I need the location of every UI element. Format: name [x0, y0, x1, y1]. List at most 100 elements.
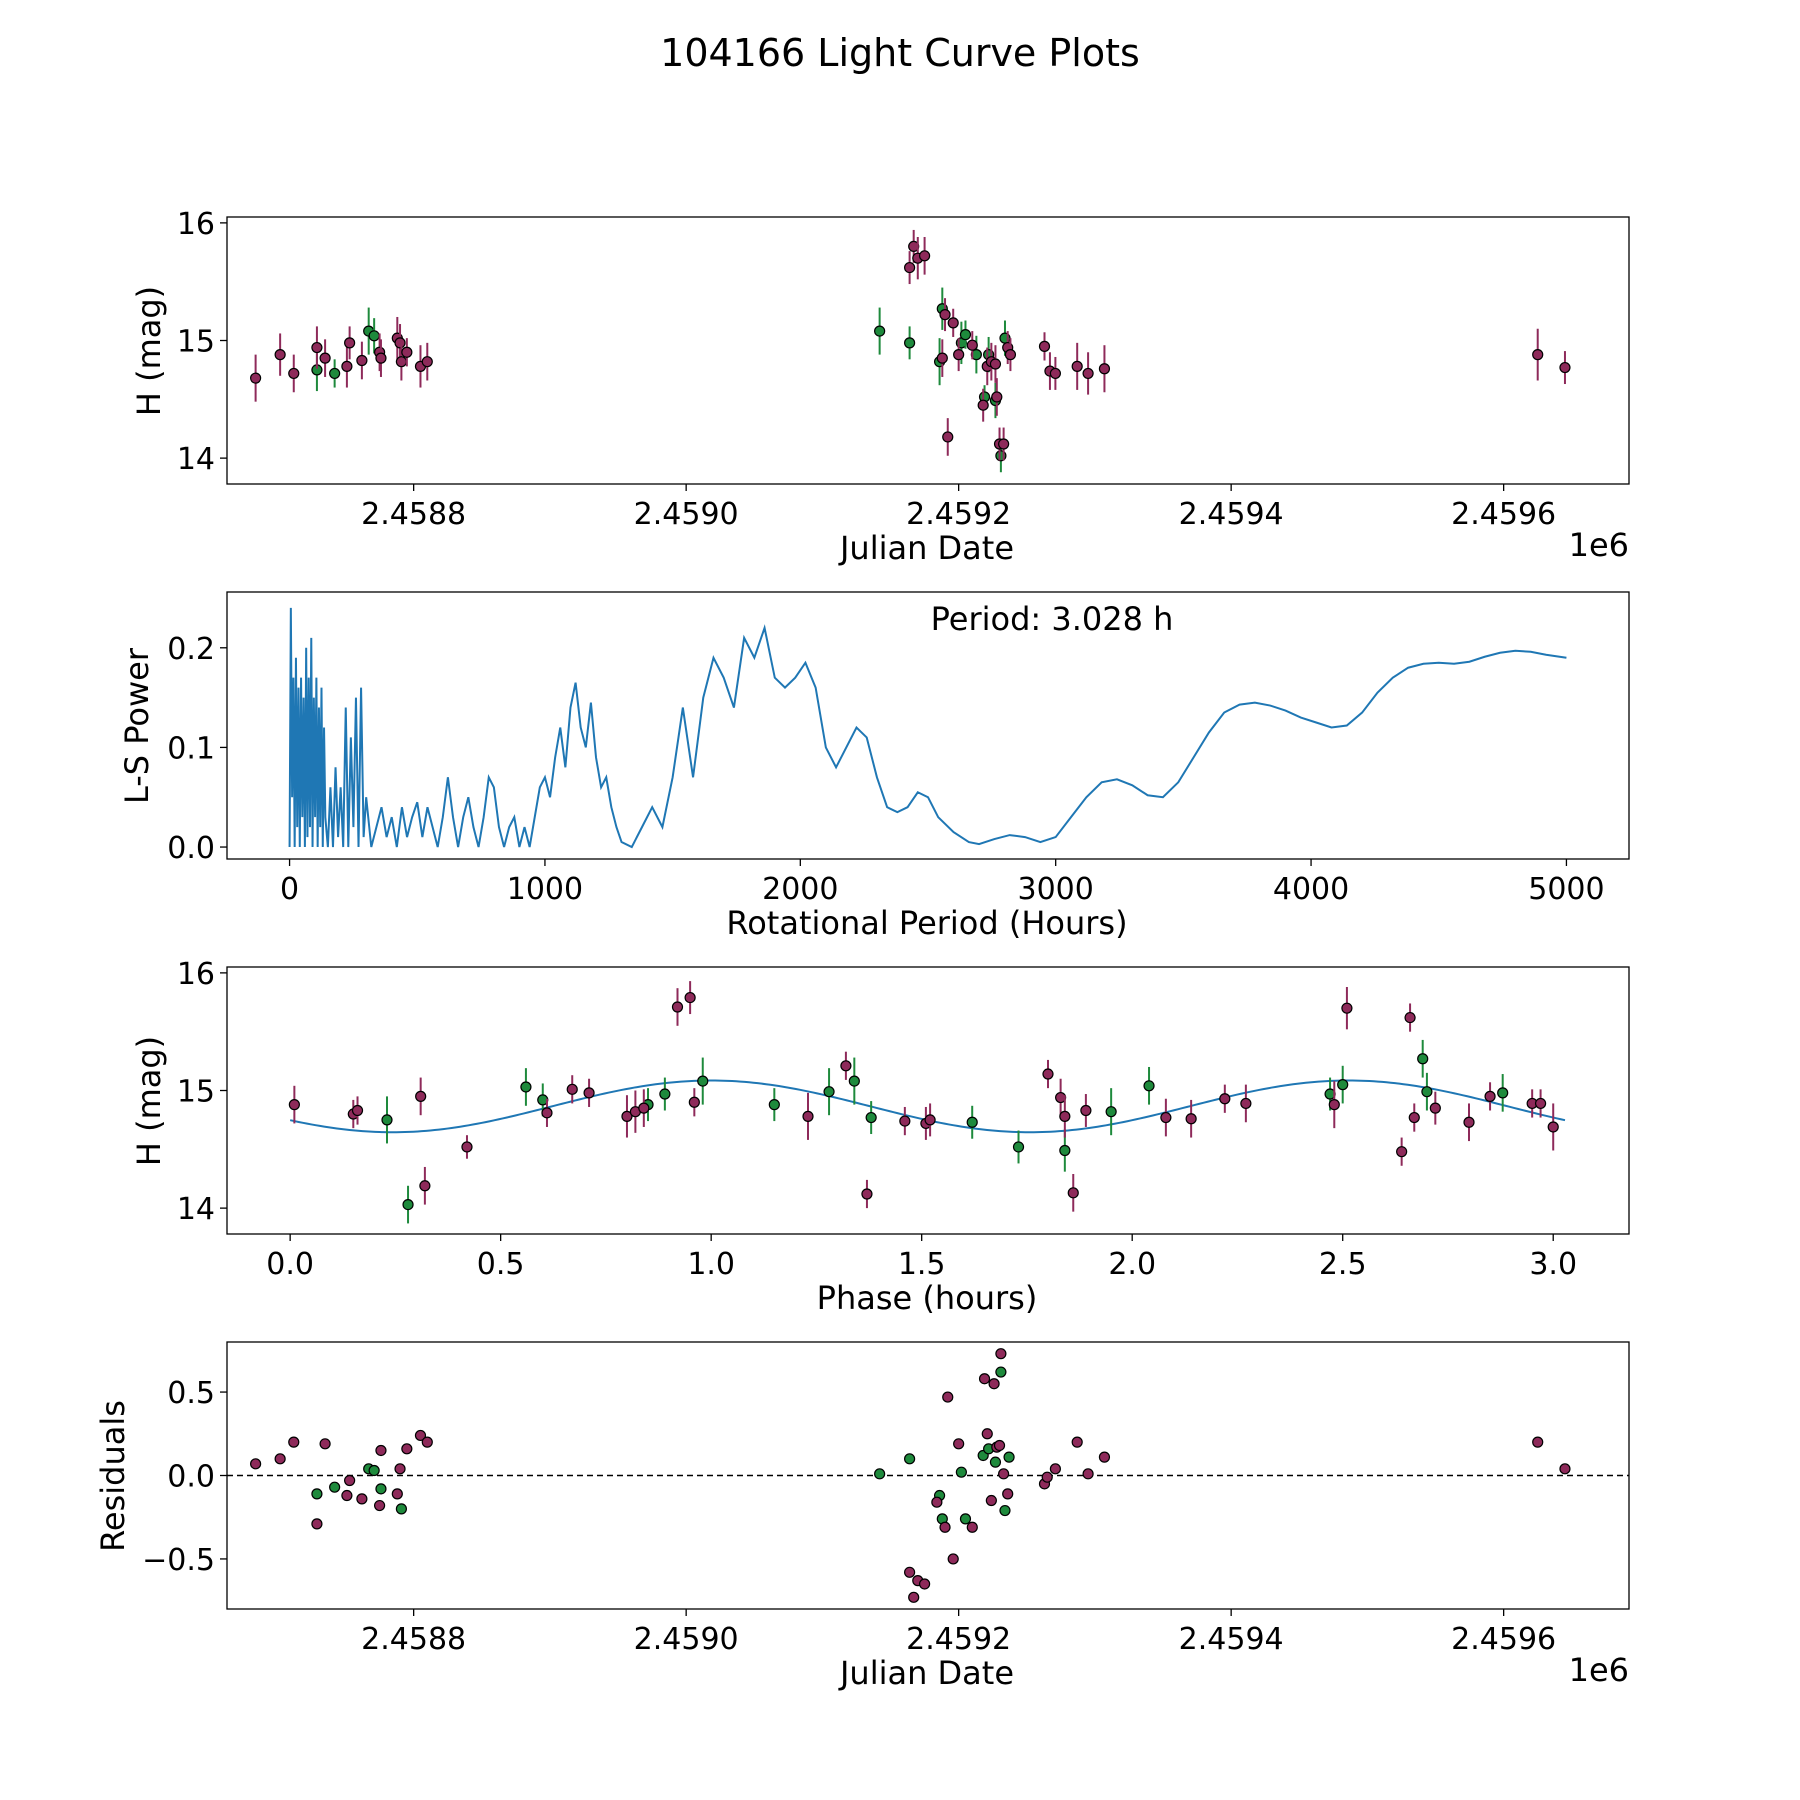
lightcurve-ytick-label: 14 — [177, 442, 215, 477]
phasefold-point-g — [966, 1116, 978, 1128]
phasefold-point-o — [1042, 1068, 1054, 1080]
residuals-point-o — [942, 1391, 954, 1403]
phasefold-point-o — [840, 1060, 852, 1072]
phasefold-point-o — [1067, 1187, 1079, 1199]
lightcurve-ytick-label: 16 — [177, 207, 215, 242]
lightcurve-xlabel: Julian Date — [838, 529, 1014, 567]
lightcurve-point-o — [936, 352, 948, 364]
phasefold-point-o — [1341, 1002, 1353, 1014]
periodogram-marks — [288, 607, 1567, 849]
phasefold-point-o — [1484, 1090, 1496, 1102]
lightcurve-point-o — [395, 356, 407, 368]
residuals-point-o — [391, 1488, 403, 1500]
residuals-point-o — [904, 1566, 916, 1578]
lightcurve-point-o — [394, 337, 406, 349]
phasefold-xtick-label: 0.0 — [266, 1247, 314, 1282]
phasefold-point-g — [768, 1099, 780, 1111]
phasefold-xtick-label: 2.0 — [1108, 1247, 1156, 1282]
phasefold-xtick-label: 0.5 — [477, 1247, 525, 1282]
lightcurve-panel: Julian Date H (mag) 1e6 2.4588 2.4590 2.45… — [130, 207, 1630, 567]
lightcurve-point-o — [998, 438, 1010, 450]
residuals-xlabel: Julian Date — [838, 1654, 1014, 1692]
lightcurve-point-g — [368, 330, 380, 342]
phasefold-point-o — [1240, 1097, 1252, 1110]
residuals-point-o — [966, 1521, 978, 1533]
residuals-panel: Julian Date Residuals 1e6 2.4588 2.4590 2.… — [94, 1341, 1630, 1692]
phasefold-xtick-label: 2.5 — [1319, 1247, 1367, 1282]
phasefold-ylabel: H (mag) — [130, 1036, 168, 1166]
phasefold-point-o — [1396, 1146, 1408, 1158]
residuals-point-o — [375, 1444, 387, 1457]
residuals-point-o — [1082, 1468, 1094, 1480]
phasefold-point-o — [419, 1180, 431, 1192]
lightcurve-offset-label: 1e6 — [1569, 526, 1629, 564]
phasefold-point-o — [671, 1001, 684, 1013]
phasefold-point-o — [1547, 1121, 1559, 1133]
phasefold-point-o — [415, 1090, 427, 1102]
residuals-point-o — [988, 1378, 1000, 1390]
residuals-point-g — [989, 1456, 1002, 1468]
phasefold-point-o — [899, 1115, 911, 1127]
phasefold-point-o — [1408, 1111, 1420, 1124]
residuals-point-g — [995, 1366, 1007, 1378]
periodogram-ytick-label: 0.1 — [167, 731, 215, 766]
phasefold-point-o — [1404, 1011, 1416, 1024]
lightcurve-point-o — [939, 309, 951, 321]
lightcurve-point-o — [942, 431, 954, 443]
periodogram-xtick-label: 3000 — [1018, 872, 1094, 907]
phasefold-point-o — [288, 1099, 300, 1111]
lightcurve-point-o — [1532, 349, 1544, 361]
phasefold-point-o — [461, 1141, 473, 1153]
phasefold-point-g — [1105, 1106, 1117, 1118]
periodogram-power-line — [288, 607, 1567, 849]
phasefold-xtick-label: 1.5 — [898, 1247, 946, 1282]
phasefold-point-o — [688, 1096, 700, 1108]
residuals-point-g — [959, 1513, 972, 1525]
phasefold-point-g — [381, 1114, 393, 1126]
residuals-point-o — [414, 1429, 427, 1442]
lightcurve-point-o — [1082, 367, 1094, 380]
residuals-point-o — [1049, 1463, 1061, 1475]
lightcurve-point-o — [344, 337, 356, 349]
phasefold-point-g — [1417, 1053, 1429, 1065]
phasefold-axes-frame — [226, 966, 1630, 1235]
phasefold-point-o — [638, 1102, 650, 1114]
lightcurve-xtick-label: 2.4594 — [1179, 497, 1284, 532]
phasefold-ytick-label: 14 — [177, 1192, 215, 1227]
residuals-point-o — [394, 1463, 406, 1475]
phasefold-point-g — [1143, 1080, 1155, 1092]
lightcurve-point-o — [375, 352, 387, 364]
residuals-point-o — [981, 1428, 993, 1440]
residuals-point-g — [375, 1483, 387, 1495]
residuals-point-g — [874, 1468, 886, 1480]
phasefold-panel: Phase (hours) H (mag) 0.0 0.5 1.0 1.5 2.0 2.5… — [130, 957, 1630, 1317]
phasefold-point-g — [1337, 1079, 1349, 1091]
residuals-point-o — [931, 1496, 943, 1508]
residuals-point-o — [319, 1438, 331, 1450]
residuals-point-o — [1071, 1436, 1083, 1448]
residuals-point-o — [311, 1518, 323, 1530]
residuals-xtick-label: 2.4588 — [361, 1622, 466, 1657]
periodogram-panel: Rotational Period (Hours) L-S Power Peri… — [118, 591, 1630, 942]
lightcurve-point-o — [1049, 367, 1061, 380]
lightcurve-point-o — [918, 250, 931, 262]
lightcurve-xtick-label: 2.4590 — [634, 497, 739, 532]
lightcurve-point-o — [989, 358, 1002, 370]
residuals-point-o — [1532, 1436, 1544, 1448]
periodogram-xtick-label: 1000 — [507, 872, 583, 907]
phasefold-point-g — [659, 1088, 671, 1100]
phasefold-point-o — [861, 1188, 873, 1200]
lightcurve-xtick-label: 2.4592 — [906, 497, 1011, 532]
lightcurve-point-o — [953, 349, 965, 361]
phasefold-xlabel: Phase (hours) — [817, 1279, 1038, 1317]
phasefold-point-o — [1219, 1093, 1231, 1105]
lightcurve-point-g — [329, 367, 341, 380]
periodogram-axes-frame — [226, 591, 1630, 860]
lightcurve-point-g — [904, 337, 916, 349]
phasefold-xtick-label: 1.0 — [687, 1247, 735, 1282]
residuals-point-g — [999, 1504, 1011, 1517]
phasefold-point-g — [823, 1086, 835, 1098]
residuals-point-o — [985, 1494, 997, 1507]
phasefold-point-g — [697, 1075, 709, 1087]
residuals-point-o — [344, 1474, 356, 1487]
